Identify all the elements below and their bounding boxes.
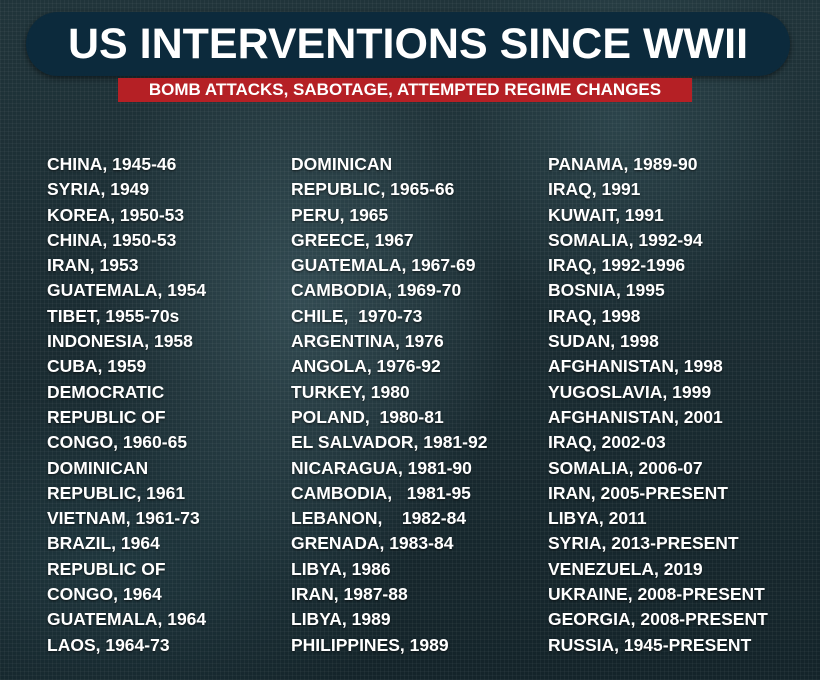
page-title: US INTERVENTIONS SINCE WWII [67,20,749,68]
subtitle-banner: BOMB ATTACKS, SABOTAGE, ATTEMPTED REGIME… [118,78,692,102]
list-item: EL SALVADOR, 1981-92 [291,432,488,453]
list-item: CAMBODIA, 1981-95 [291,482,471,503]
list-item: ANGOLA, 1976-92 [291,356,441,377]
list-item: DEMOCRATIC [47,381,165,402]
list-item: REPUBLIC, 1961 [47,482,186,503]
list-item: IRAN, 1953 [47,255,139,276]
list-item: AFGHANISTAN, 2001 [548,406,723,427]
intervention-column-1: CHINA, 1945-46 SYRIA, 1949 KOREA, 1950-5… [47,152,206,658]
list-item: DOMINICAN [291,154,393,174]
title-banner [26,12,790,76]
list-item: CUBA, 1959 [47,356,147,377]
list-item: TURKEY, 1980 [291,381,410,402]
list-item: LIBYA, 2011 [548,508,647,529]
list-item: SUDAN, 1998 [548,331,659,352]
list-item: VENEZUELA, 2019 [548,558,703,579]
list-item: LEBANON, 1982-84 [291,508,467,529]
list-item: IRAN, 1987-88 [291,584,408,605]
list-item: VIETNAM, 1961-73 [47,508,200,529]
list-item: KUWAIT, 1991 [548,204,664,225]
list-item: SYRIA, 2013-PRESENT [548,533,739,554]
list-item: NICARAGUA, 1981-90 [291,457,472,478]
list-item: CHINA, 1950-53 [47,229,177,250]
list-item: IRAQ, 1998 [548,305,641,326]
list-item: GEORGIA, 2008-PRESENT [548,609,768,630]
list-item: CONGO, 1964 [47,584,162,605]
list-item: IRAQ, 2002-03 [548,432,666,453]
list-item: REPUBLIC, 1965-66 [291,179,455,200]
list-item: PHILIPPINES, 1989 [291,634,449,655]
list-item: UKRAINE, 2008-PRESENT [548,584,765,605]
list-item: GUATEMALA, 1954 [47,280,207,301]
list-item: REPUBLIC OF [47,406,166,427]
list-item: DOMINICAN [47,457,149,478]
list-item: PERU, 1965 [291,204,389,225]
list-item: BOSNIA, 1995 [548,280,665,301]
list-item: CHINA, 1945-46 [47,154,177,174]
list-item: IRAQ, 1991 [548,179,641,200]
list-item: GUATEMALA, 1964 [47,609,207,630]
list-item: INDONESIA, 1958 [47,331,193,352]
list-item: CONGO, 1960-65 [47,432,188,453]
list-item: LIBYA, 1989 [291,609,391,630]
list-item: GREECE, 1967 [291,229,414,250]
list-item: POLAND, 1980-81 [291,406,444,427]
list-item: ARGENTINA, 1976 [291,331,444,352]
list-item: YUGOSLAVIA, 1999 [548,381,712,402]
list-item: IRAQ, 1992-1996 [548,255,686,276]
list-item: SOMALIA, 1992-94 [548,229,703,250]
list-item: SOMALIA, 2006-07 [548,457,703,478]
list-item: TIBET, 1955-70s [47,305,180,326]
list-item: CAMBODIA, 1969-70 [291,280,462,301]
list-item: IRAN, 2005-PRESENT [548,482,728,503]
list-item: KOREA, 1950-53 [47,204,185,225]
list-item: GUATEMALA, 1967-69 [291,255,476,276]
list-item: RUSSIA, 1945-PRESENT [548,634,752,655]
intervention-column-3: PANAMA, 1989-90 IRAQ, 1991 KUWAIT, 1991 … [548,152,768,658]
list-item: LIBYA, 1986 [291,558,391,579]
list-item: LAOS, 1964-73 [47,634,170,655]
list-item: BRAZIL, 1964 [47,533,160,554]
list-item: SYRIA, 1949 [47,179,150,200]
list-item: AFGHANISTAN, 1998 [548,356,723,377]
list-item: GRENADA, 1983-84 [291,533,454,554]
list-item: PANAMA, 1989-90 [548,154,698,174]
intervention-column-2: DOMINICAN REPUBLIC, 1965-66 PERU, 1965 G… [291,152,487,658]
list-item: CHILE, 1970-73 [291,305,423,326]
list-item: REPUBLIC OF [47,558,166,579]
